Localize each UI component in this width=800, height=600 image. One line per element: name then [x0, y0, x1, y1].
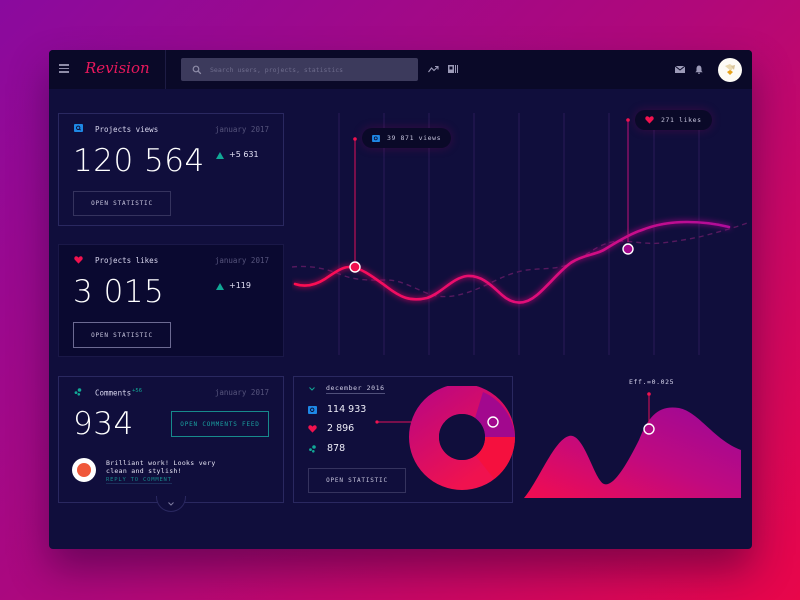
likes-tooltip: 271 likes: [635, 110, 712, 130]
comment-line-1: Brilliant work! Looks very: [106, 459, 216, 467]
summary-views-value: 114 933: [327, 404, 367, 415]
comment-line-2: clean and stylish!: [106, 467, 182, 475]
summary-row-comments: 878: [308, 443, 345, 454]
id-card-icon[interactable]: [448, 65, 458, 73]
trending-icon[interactable]: [428, 65, 439, 74]
bell-icon[interactable]: [695, 65, 703, 74]
area-data-point[interactable]: [643, 423, 655, 435]
logo[interactable]: Revision: [85, 59, 150, 77]
likes-tooltip-text: 271 likes: [661, 116, 702, 124]
expand-button[interactable]: [156, 496, 186, 512]
line-chart-svg: [291, 113, 748, 355]
comments-total: 934: [73, 406, 134, 442]
search-badge-icon: [372, 134, 380, 142]
reply-to-comment-link[interactable]: REPLY TO COMMENT: [106, 477, 172, 484]
comments-badge: +56: [132, 388, 143, 394]
card-date: january 2017: [214, 125, 269, 134]
data-point-views[interactable]: [349, 261, 361, 273]
open-statistic-button[interactable]: OPEN STATISTIC: [308, 468, 406, 493]
line-chart: 39 871 views 271 likes: [291, 95, 752, 365]
heart-icon: [308, 424, 317, 433]
secondary-series-line: [291, 222, 748, 298]
views-delta: +5 631: [229, 150, 259, 159]
projects-likes-card: Projects likes january 2017 3 015 +119 O…: [58, 244, 284, 357]
primary-series-line: [293, 220, 731, 304]
period-selector[interactable]: december 2016: [326, 384, 385, 394]
user-avatar[interactable]: [718, 58, 742, 82]
search-badge-icon: [308, 405, 317, 414]
search-bar[interactable]: [181, 58, 418, 81]
area-chart: [524, 392, 741, 498]
efficiency-label: Eff.=0.025: [629, 378, 675, 386]
dashboard-window: Revision Projects views january 2017 120…: [49, 50, 752, 549]
summary-comments-value: 878: [327, 443, 346, 454]
chevron-down-icon[interactable]: [309, 387, 315, 391]
open-comments-feed-button[interactable]: OPEN COMMENTS FEED: [171, 411, 269, 437]
search-badge-icon: [74, 124, 83, 132]
summary-likes-value: 2 896: [327, 423, 355, 434]
mail-icon[interactable]: [675, 66, 685, 73]
chevron-down-icon: [168, 501, 174, 506]
donut-chart: [375, 386, 515, 490]
views-tooltip-text: 39 871 views: [387, 134, 442, 142]
views-tooltip: 39 871 views: [362, 128, 452, 148]
search-input[interactable]: [210, 65, 410, 74]
comment-text: Brilliant work! Looks very clean and sty…: [106, 459, 216, 475]
views-total: 120 564: [73, 143, 205, 179]
donut-point[interactable]: [487, 416, 499, 428]
card-title: Projects likes: [95, 256, 159, 265]
area-fill: [524, 407, 741, 498]
comments-card: Comments+56 january 2017 934 OPEN COMMEN…: [58, 376, 284, 503]
open-statistic-button[interactable]: OPEN STATISTIC: [73, 322, 171, 348]
card-date: january 2017: [214, 256, 269, 265]
card-date: january 2017: [214, 388, 269, 397]
comments-icon: [74, 388, 82, 396]
heart-icon: [645, 116, 654, 124]
search-icon: [192, 65, 202, 74]
trend-up-icon: [216, 283, 224, 290]
grid-lines: [338, 113, 700, 355]
card-title: Comments+56: [95, 388, 142, 398]
data-point-likes[interactable]: [622, 243, 634, 255]
summary-row-views: 114 933: [308, 404, 366, 415]
comments-icon: [309, 444, 316, 453]
heart-icon: [74, 256, 83, 264]
card-title: Projects views: [95, 125, 159, 134]
topbar-divider: [165, 50, 166, 89]
likes-delta: +119: [229, 281, 251, 290]
hamburger-icon[interactable]: [59, 64, 69, 74]
open-statistic-button[interactable]: OPEN STATISTIC: [73, 191, 171, 216]
commenter-avatar[interactable]: [72, 458, 96, 482]
likes-total: 3 015: [73, 274, 165, 310]
projects-views-card: Projects views january 2017 120 564 +5 6…: [58, 113, 284, 226]
avatar-image-icon: [725, 64, 735, 75]
comments-title: Comments: [95, 388, 132, 398]
trend-up-icon: [216, 152, 224, 159]
top-bar: Revision: [49, 50, 752, 89]
summary-row-likes: 2 896: [308, 423, 354, 434]
